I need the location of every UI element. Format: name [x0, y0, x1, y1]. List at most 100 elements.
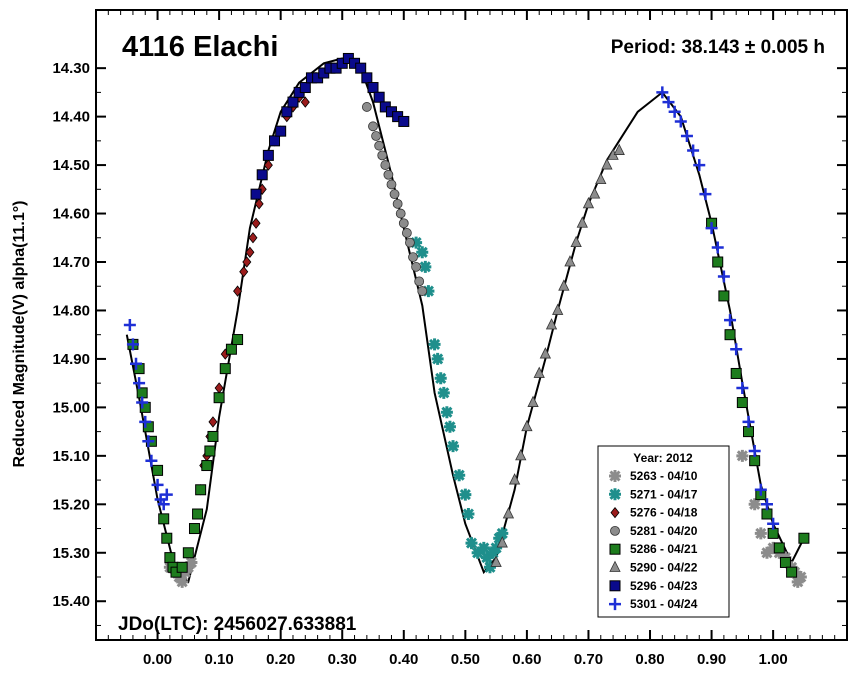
x-axis: 0.00 0.10 0.20 0.30 0.40 0.50 0.60 0.70 0.80 0.90…: [107, 10, 836, 668]
data-point: [767, 527, 779, 539]
data-point: [262, 149, 274, 161]
data-point: [447, 440, 460, 453]
data-point: [368, 121, 378, 132]
data-point: [250, 188, 262, 200]
data-point: [386, 179, 397, 190]
data-point: [508, 473, 521, 485]
data-point: [263, 159, 273, 171]
data-point: [724, 329, 736, 341]
data-point: [233, 285, 243, 297]
x-tick-label: 0.10: [205, 651, 234, 668]
data-point: [477, 541, 490, 554]
data-point: [601, 158, 613, 170]
data-point: [736, 397, 748, 409]
data-point: [161, 532, 173, 544]
data-point: [711, 241, 724, 254]
series-7: [123, 86, 780, 530]
data-point: [204, 445, 216, 457]
legend-entry: 5263 - 04/10: [630, 469, 698, 483]
data-point: [232, 334, 244, 346]
data-point: [443, 420, 456, 433]
data-point: [699, 188, 712, 201]
period-label: Period: 38.143 ± 0.005 h: [611, 37, 825, 58]
data-point: [595, 172, 607, 185]
data-point: [570, 235, 582, 248]
legend-entry: 5286 - 04/21: [630, 542, 698, 556]
data-point: [251, 217, 261, 229]
data-point: [371, 131, 381, 141]
data-point: [142, 435, 155, 448]
data-point: [377, 150, 388, 161]
data-point: [588, 187, 601, 199]
data-point: [754, 483, 767, 496]
data-point: [299, 82, 311, 94]
data-point: [136, 387, 148, 399]
data-point: [126, 338, 139, 351]
series-3: [361, 102, 428, 296]
y-tick-label: 14.40: [52, 109, 90, 126]
data-point: [213, 392, 225, 404]
x-tick-label: 1.00: [759, 651, 788, 668]
data-point: [767, 517, 780, 530]
data-point: [192, 508, 204, 520]
data-point: [275, 125, 287, 137]
legend-entry: 5296 - 04/23: [630, 579, 698, 593]
data-point: [133, 377, 146, 390]
legend-marker: [609, 470, 621, 482]
data-point: [395, 208, 406, 219]
x-tick-label: 0.60: [512, 651, 541, 668]
epoch-label: JDo(LTC): 2456027.633881: [118, 614, 357, 635]
data-point: [300, 96, 310, 108]
data-point: [545, 318, 558, 330]
data-point: [582, 196, 595, 209]
data-point: [361, 72, 373, 84]
legend-marker: [609, 543, 621, 555]
data-point: [164, 552, 176, 564]
data-point: [411, 261, 421, 272]
data-point: [139, 415, 152, 428]
data-point: [440, 406, 453, 419]
y-tick-label: 15.20: [52, 496, 90, 513]
data-point: [361, 102, 372, 112]
data-point: [724, 314, 737, 327]
chart-title: 4116 Elachi: [122, 31, 278, 63]
data-point: [717, 270, 730, 283]
x-tick-label: 0.40: [389, 651, 418, 668]
y-tick-label: 14.30: [52, 60, 90, 77]
data-point: [539, 347, 552, 359]
legend-marker: [609, 598, 621, 611]
x-tick-label: 0.50: [451, 651, 480, 668]
data-point: [680, 130, 693, 142]
data-point: [157, 498, 170, 511]
data-point: [754, 527, 767, 540]
x-tick-label: 0.30: [328, 651, 357, 668]
series-6: [250, 52, 410, 200]
data-point: [453, 469, 466, 482]
data-point: [367, 82, 379, 94]
data-point: [668, 105, 681, 118]
data-point: [490, 555, 502, 567]
data-point: [269, 135, 281, 147]
x-tick-label: 0.70: [574, 651, 603, 668]
data-point: [730, 367, 742, 379]
data-point: [459, 488, 472, 501]
series-1: [410, 236, 509, 574]
data-point: [152, 464, 164, 476]
data-point: [431, 352, 444, 365]
data-point: [773, 542, 785, 554]
data-point: [480, 551, 493, 564]
data-point: [613, 143, 625, 155]
data-point: [760, 546, 773, 559]
data-point: [374, 140, 385, 151]
data-point: [123, 319, 136, 331]
x-tick-label: 0.90: [697, 651, 726, 668]
legend-marker: [610, 526, 620, 536]
legend-items: 5263 - 04/10 5271 - 04/17 5276 - 04/18 5281…: [609, 469, 698, 611]
data-point: [151, 478, 164, 491]
legend-marker: [609, 488, 621, 501]
data-point: [401, 228, 412, 238]
data-point: [256, 169, 268, 181]
data-point: [254, 198, 264, 210]
data-point: [188, 523, 200, 535]
